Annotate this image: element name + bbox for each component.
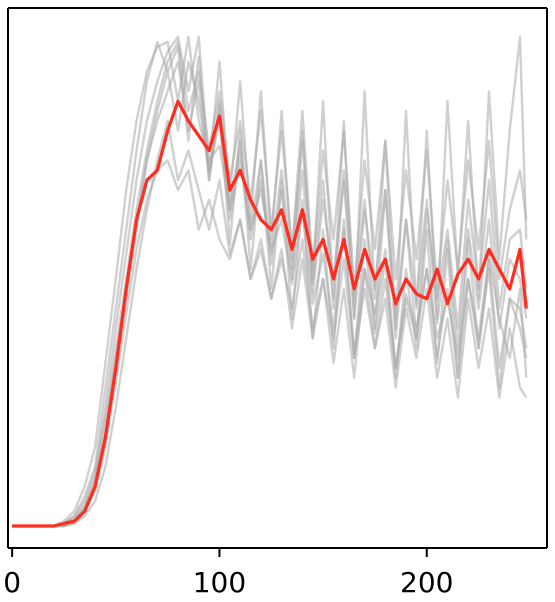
run-lines bbox=[12, 35, 528, 528]
mean-line-layer bbox=[12, 99, 528, 528]
x-tick-label-1: 100 bbox=[193, 566, 246, 599]
x-ticks: 0 100 200 bbox=[3, 548, 453, 599]
x-tick-label-0: 0 bbox=[3, 566, 21, 599]
mean-line bbox=[12, 99, 528, 528]
x-tick-label-2: 200 bbox=[400, 566, 453, 599]
axes bbox=[7, 7, 548, 549]
